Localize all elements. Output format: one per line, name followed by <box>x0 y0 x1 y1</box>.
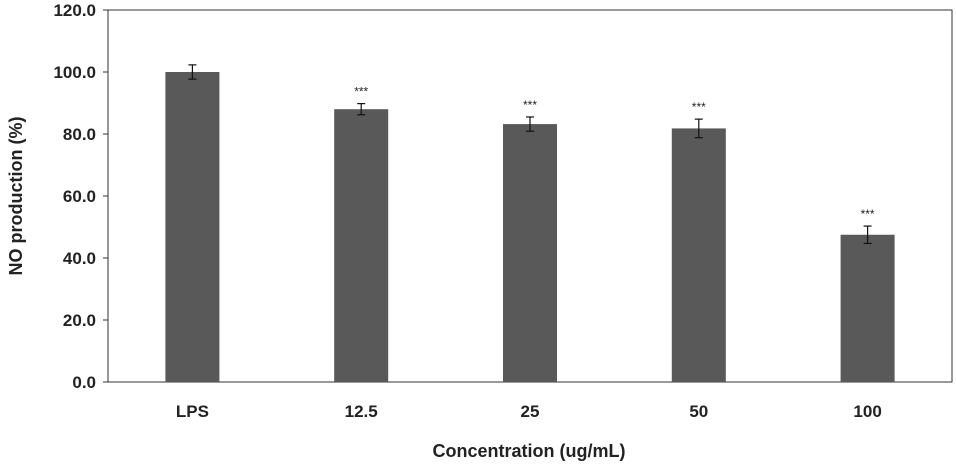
bar-50 <box>671 128 726 382</box>
bar-100 <box>840 234 895 382</box>
y-tick-label: 20.0 <box>63 311 96 330</box>
bar-12.5 <box>334 109 389 382</box>
x-tick-label: 25 <box>521 402 540 421</box>
y-tick-label: 60.0 <box>63 187 96 206</box>
x-tick-label: 12.5 <box>345 402 378 421</box>
significance-label: *** <box>354 85 368 99</box>
y-tick-label: 100.0 <box>53 63 96 82</box>
x-tick-label: LPS <box>176 402 209 421</box>
significance-label: *** <box>692 100 706 114</box>
significance-label: *** <box>861 207 875 221</box>
y-tick-label: 80.0 <box>63 125 96 144</box>
y-tick-label: 120.0 <box>53 1 96 20</box>
bars-group: *** *** *** *** <box>165 64 895 382</box>
bar-LPS <box>165 72 220 382</box>
x-axis: LPS 12.5 25 50 100 <box>176 402 882 421</box>
y-axis-title: NO production (%) <box>6 117 26 276</box>
significance-label: *** <box>523 98 537 112</box>
y-axis: 0.0 20.0 40.0 60.0 80.0 100.0 120.0 <box>53 1 108 392</box>
x-tick-label: 50 <box>689 402 708 421</box>
y-tick-label: 0.0 <box>72 373 96 392</box>
y-tick-label: 40.0 <box>63 249 96 268</box>
x-axis-title: Concentration (ug/mL) <box>433 441 626 461</box>
bar-25 <box>502 124 558 382</box>
x-tick-label: 100 <box>853 402 881 421</box>
